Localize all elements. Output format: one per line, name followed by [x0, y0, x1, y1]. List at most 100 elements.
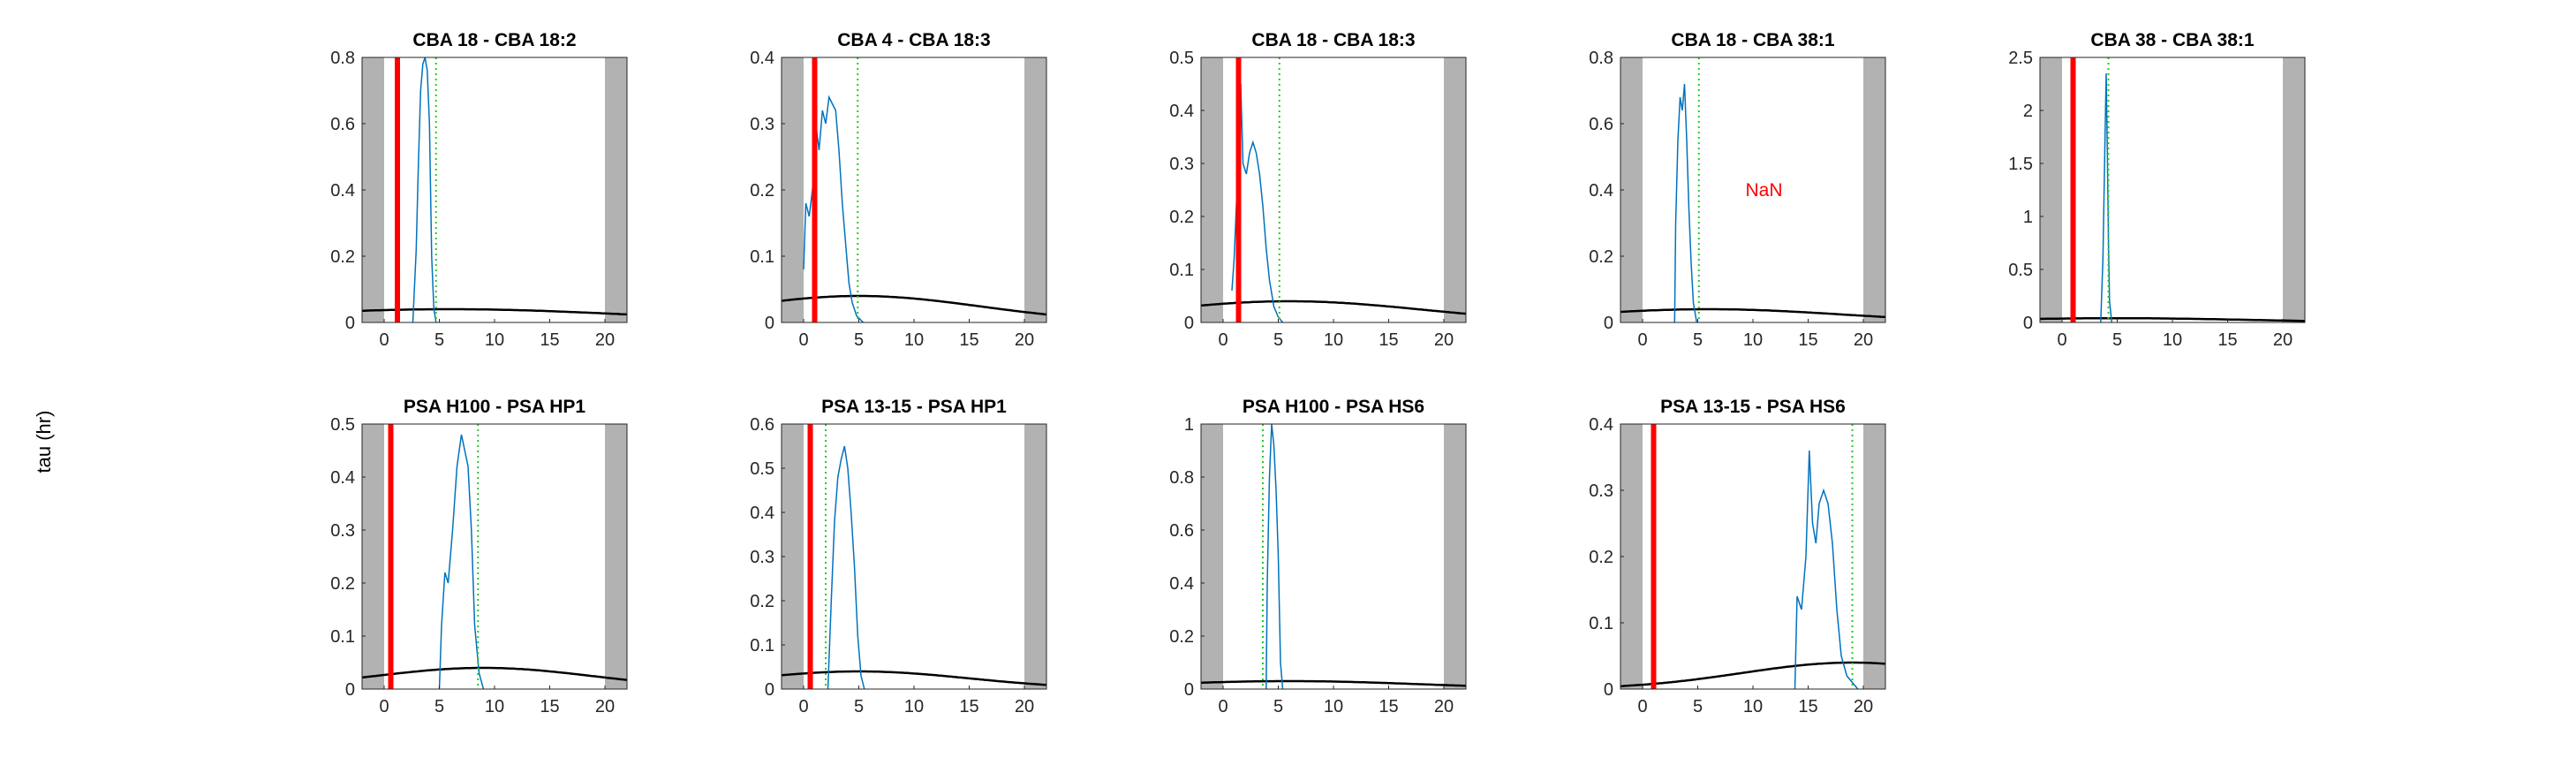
y-tick-label: 1.5	[2008, 155, 2033, 174]
x-tick-label: 0	[1637, 330, 1647, 350]
chart-svg: CBA 18 - CBA 38:1 NaN 0 5 10 15 20 0 0.2 0.4 0.6 0.…	[1589, 30, 1886, 350]
y-tick-label: 0	[765, 680, 774, 700]
black-curve	[361, 666, 628, 681]
blue-trace	[1673, 83, 1698, 322]
y-tick-label: 2	[2023, 102, 2033, 121]
black-curve	[781, 294, 1047, 316]
y-tick-label: 0.6	[1169, 521, 1194, 541]
black-curve	[781, 670, 1047, 686]
x-tick-label: 5	[2112, 330, 2122, 350]
x-tick-label: 20	[1434, 697, 1454, 716]
x-tick-label: 15	[959, 697, 978, 716]
x-tick-label: 15	[1798, 697, 1817, 716]
x-tick-label: 10	[485, 697, 504, 716]
x-tick-label: 5	[434, 330, 444, 350]
y-tick-label: 0.1	[1169, 261, 1194, 280]
x-tick-label: 15	[1379, 697, 1398, 716]
y-tick-label: 0.2	[330, 247, 355, 267]
y-tick-label: 0.1	[1589, 614, 1613, 633]
blue-trace	[1265, 424, 1284, 689]
x-tick-label: 15	[540, 330, 559, 350]
plot-area	[1620, 57, 1885, 322]
x-tick-label: 15	[2217, 330, 2237, 350]
x-tick-label: 10	[904, 330, 924, 350]
y-tick-label: 1	[2023, 208, 2033, 227]
x-tick-label: 0	[2057, 330, 2066, 350]
black-curve	[1200, 679, 1467, 687]
shaded-region	[2040, 57, 2062, 322]
x-tick-label: 5	[1273, 697, 1283, 716]
y-tick-label: 0.5	[2008, 261, 2033, 280]
y-tick-label: 0.8	[1169, 468, 1194, 488]
chart-svg: PSA 13-15 - PSA HP1 0 5 10 15 20 0 0.1 0.2 0.3 0.4…	[750, 397, 1047, 716]
shaded-region	[1620, 57, 1643, 322]
shaded-region	[362, 57, 384, 322]
nan-annotation: NaN	[1745, 180, 1782, 201]
chart-svg: CBA 38 - CBA 38:1 0 5 10 15 20 0 0.5 1 1.5 2 2.5	[2008, 30, 2306, 350]
y-tick-label: 0.4	[1589, 181, 1613, 201]
subplot-psa13-15-psahp1: PSA 13-15 - PSA HP1 0 5 10 15 20 0 0.1 0.2 0.3 0.4…	[711, 393, 1064, 716]
figure-y-axis-label: tau (hr)	[33, 410, 55, 474]
shaded-region	[782, 424, 804, 689]
y-tick-label: 0.1	[330, 627, 355, 647]
chart-title: CBA 18 - CBA 18:3	[1251, 30, 1415, 50]
y-tick-label: 0.8	[1589, 49, 1613, 68]
x-tick-label: 5	[434, 697, 444, 716]
shaded-region	[2283, 57, 2305, 322]
x-tick-label: 20	[2273, 330, 2293, 350]
shaded-region	[1024, 57, 1046, 322]
chart-title: CBA 18 - CBA 38:1	[1671, 30, 1834, 50]
y-tick-label: 0.5	[330, 415, 355, 435]
y-tick-label: 0.1	[750, 636, 774, 656]
plot-area	[782, 57, 1046, 322]
chart-title: PSA H100 - PSA HS6	[1243, 397, 1424, 417]
x-tick-label: 0	[379, 330, 389, 350]
x-tick-label: 10	[904, 697, 924, 716]
x-tick-label: 5	[1693, 697, 1703, 716]
black-curve	[1620, 661, 1886, 687]
x-tick-label: 20	[1015, 330, 1034, 350]
y-tick-label: 0	[1604, 314, 1613, 333]
x-tick-label: 10	[2163, 330, 2182, 350]
chart-title: PSA 13-15 - PSA HS6	[1660, 397, 1846, 417]
x-tick-label: 20	[1015, 697, 1034, 716]
x-tick-label: 10	[1324, 330, 1343, 350]
y-tick-label: 2.5	[2008, 49, 2033, 68]
x-tick-label: 5	[1273, 330, 1283, 350]
y-tick-label: 0	[345, 314, 355, 333]
y-tick-label: 0.4	[1169, 574, 1194, 594]
black-curve	[2039, 316, 2305, 322]
shaded-region	[605, 57, 627, 322]
blue-trace	[438, 434, 485, 689]
x-tick-label: 20	[1854, 697, 1873, 716]
plot-area	[2040, 57, 2305, 322]
y-tick-label: 0	[1604, 680, 1613, 700]
y-tick-label: 0.5	[750, 459, 774, 479]
y-tick-label: 0.3	[750, 115, 774, 134]
y-tick-label: 0	[765, 314, 774, 333]
y-tick-label: 0.2	[1169, 208, 1194, 227]
shaded-region	[1620, 424, 1643, 689]
x-tick-label: 5	[854, 697, 864, 716]
y-tick-label: 0.3	[330, 521, 355, 541]
shaded-region	[1444, 57, 1466, 322]
x-tick-label: 5	[1693, 330, 1703, 350]
black-curve	[1200, 299, 1467, 315]
y-tick-label: 0.2	[1589, 247, 1613, 267]
chart-title: PSA H100 - PSA HP1	[404, 397, 586, 417]
y-tick-label: 0	[2023, 314, 2033, 333]
chart-svg: CBA 4 - CBA 18:3 0 5 10 15 20 0 0.1 0.2 0.3 0.4	[750, 30, 1047, 350]
plot-area	[1201, 57, 1466, 322]
y-tick-label: 0.3	[1169, 155, 1194, 174]
shaded-region	[1444, 424, 1466, 689]
y-tick-label: 0.5	[1169, 49, 1194, 68]
x-tick-label: 10	[1743, 697, 1763, 716]
y-tick-label: 0.4	[330, 181, 355, 201]
blue-trace	[2100, 72, 2113, 322]
shaded-region	[362, 424, 384, 689]
subplot-cba18-cba18-2: CBA 18 - CBA 18:2 0 5 10 15 20 0 0.2 0.4 0.6 0.8	[291, 27, 645, 350]
y-tick-label: 0.4	[750, 504, 774, 523]
y-tick-label: 0.3	[750, 548, 774, 567]
x-tick-label: 15	[959, 330, 978, 350]
x-tick-label: 10	[485, 330, 504, 350]
